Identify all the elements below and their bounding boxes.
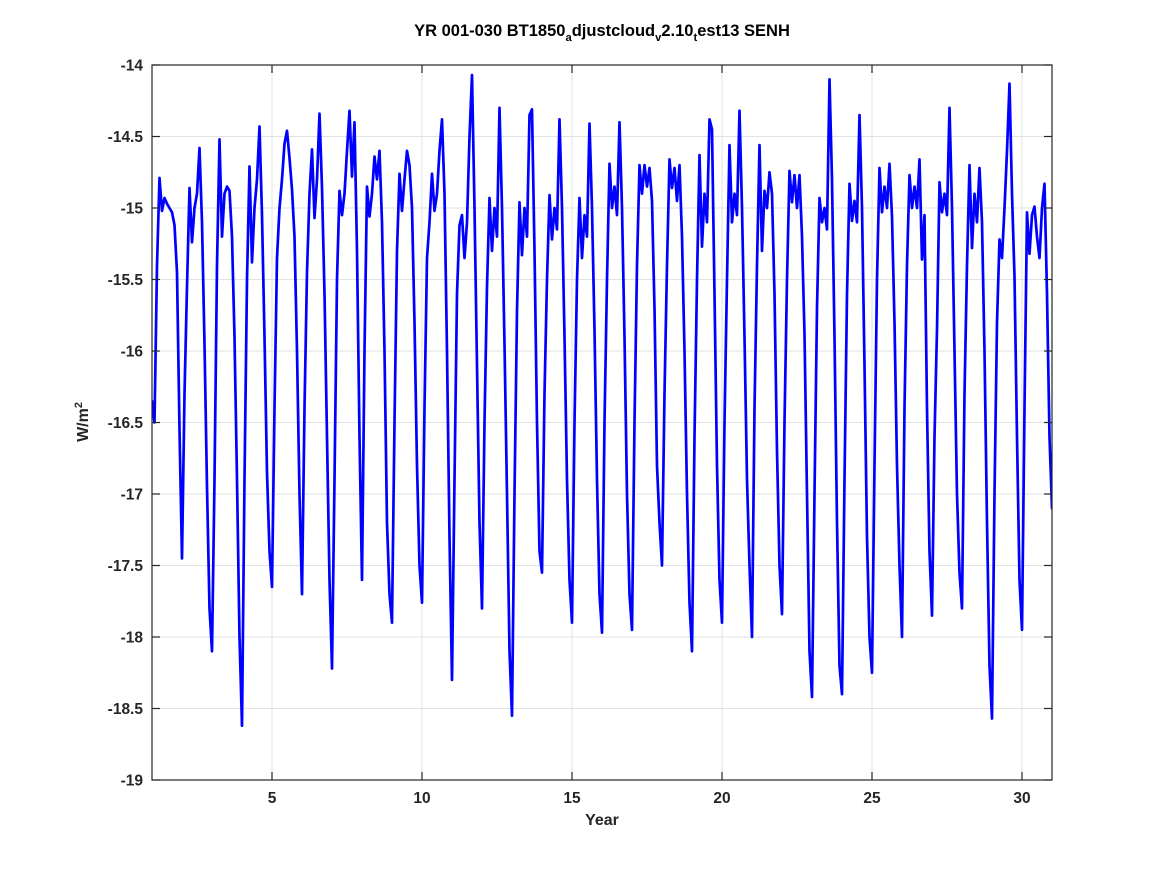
svg-text:30: 30 — [1013, 790, 1030, 807]
title-segment: est13 SENH — [697, 22, 790, 40]
series-line — [152, 73, 1052, 728]
title-segment: t — [693, 32, 698, 45]
svg-text:15: 15 — [563, 790, 581, 807]
svg-text:-17: -17 — [121, 487, 143, 504]
y-tick-labels: -19 -18.5 -18 -17.5 -17 -16.5 -16 -15.5 -15 -14.5… — [108, 58, 144, 790]
x-tick-labels: 5 10 15 20 25 30 — [268, 790, 1031, 807]
title-segment: a — [565, 32, 572, 45]
svg-text:10: 10 — [413, 790, 430, 807]
svg-text:-14: -14 — [121, 58, 144, 75]
svg-text:-15.5: -15.5 — [108, 272, 144, 289]
svg-text:-19: -19 — [121, 773, 144, 790]
svg-text:-18.5: -18.5 — [108, 701, 144, 718]
y-axis-label: W/m2 — [73, 312, 95, 532]
svg-text:-17.5: -17.5 — [108, 558, 144, 575]
grid-lines — [152, 65, 1052, 780]
svg-text:20: 20 — [713, 790, 730, 807]
svg-text:-16.5: -16.5 — [108, 415, 144, 432]
title-segment: 2 — [73, 402, 85, 409]
svg-text:-15: -15 — [121, 201, 144, 218]
axis-ticks — [152, 64, 1052, 781]
chart-title: YR 001-030 BT1850adjustcloudv2.10test13 … — [152, 22, 1052, 44]
title-segment: YR 001-030 BT1850 — [414, 22, 566, 40]
title-segment: W/m — [74, 408, 92, 442]
title-segment: 2.10 — [661, 22, 694, 40]
svg-text:25: 25 — [863, 790, 881, 807]
svg-text:-16: -16 — [121, 344, 144, 361]
svg-text:5: 5 — [268, 790, 277, 807]
svg-text:-18: -18 — [121, 630, 144, 647]
title-segment: djustcloud — [571, 22, 656, 40]
svg-text:-14.5: -14.5 — [108, 129, 144, 146]
x-axis-label: Year — [585, 812, 619, 829]
title-segment: v — [655, 32, 662, 45]
